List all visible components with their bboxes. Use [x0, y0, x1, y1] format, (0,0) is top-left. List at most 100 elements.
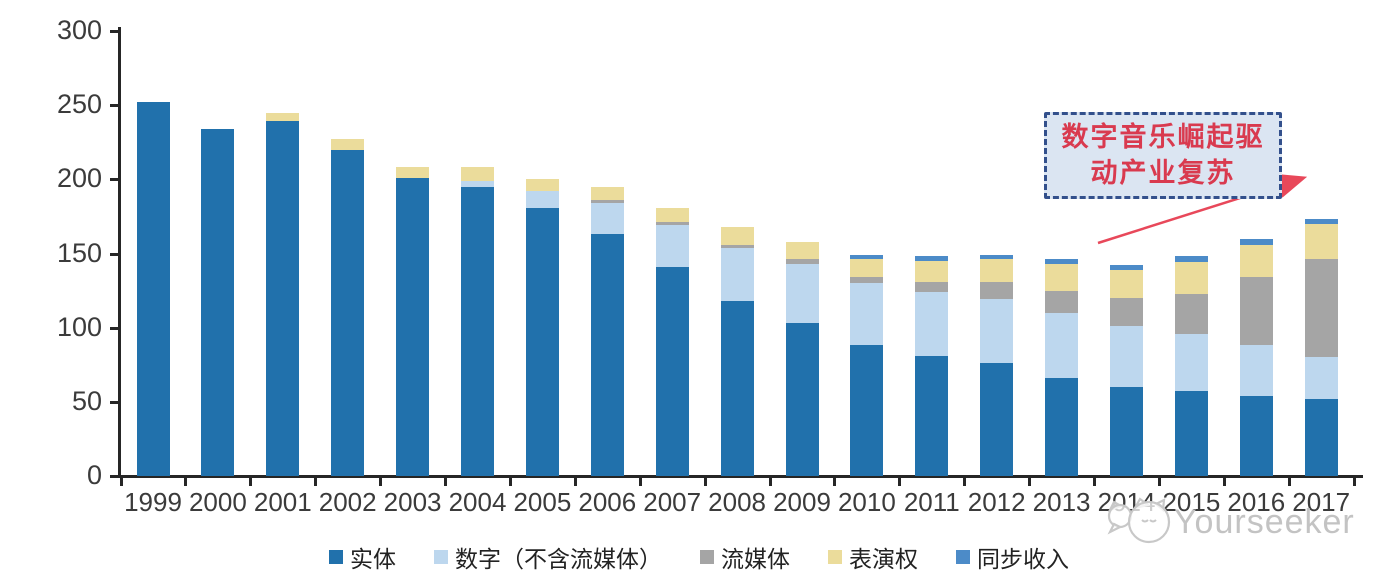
bar-segment-2011: [915, 355, 949, 476]
bar-segment-2016: [1239, 395, 1273, 476]
bar-segment-2017: [1304, 223, 1338, 260]
bar-segment-2013: [1045, 290, 1079, 313]
bar-segment-2016: [1239, 238, 1273, 245]
x-tick: [1093, 478, 1097, 486]
legend-swatch-icon: [956, 550, 970, 564]
bar-segment-2015: [1174, 262, 1208, 294]
bar-segment-2017: [1304, 357, 1338, 399]
bar-segment-2010: [850, 277, 884, 284]
x-tick-label: 2003: [383, 487, 442, 517]
y-tick: [110, 475, 119, 478]
watermark: Yourseeker: [1104, 496, 1355, 548]
bar-segment-2011: [915, 292, 949, 356]
x-tick-label: 2009: [773, 487, 831, 517]
x-tick: [703, 478, 707, 486]
legend-item: 实体: [329, 540, 396, 574]
x-tick-label: 2004: [448, 487, 507, 517]
x-tick: [1157, 478, 1161, 486]
bar-segment-2009: [785, 259, 819, 264]
bar-segment-2016: [1239, 244, 1273, 278]
bar-segment-2014: [1110, 265, 1143, 270]
x-tick: [1287, 478, 1291, 486]
y-tick: [110, 400, 119, 404]
bar-segment-2005: [525, 191, 559, 208]
bar-segment-2008: [720, 244, 754, 248]
y-tick-label: 300: [56, 15, 102, 45]
bar-segment-2015: [1174, 391, 1208, 476]
x-tick-label: 2011: [903, 487, 960, 517]
legend-label: 表演权: [849, 547, 918, 573]
bar-segment-2013: [1045, 378, 1079, 476]
y-axis-line: [118, 27, 121, 478]
bar-segment-2001: [266, 121, 300, 476]
bar-segment-2006: [590, 200, 624, 204]
x-tick-label: 2012: [967, 487, 1026, 517]
legend-label: 流媒体: [721, 547, 790, 573]
x-tick: [444, 478, 448, 486]
bar-segment-2007: [655, 266, 689, 476]
bar-segment-2005: [525, 207, 559, 476]
annotation-line-1: 数字音乐崛起驱: [1061, 122, 1265, 154]
bar-segment-2009: [785, 323, 819, 476]
bar-segment-2006: [590, 234, 624, 476]
chart-legend: 实体 数字（不含流媒体） 流媒体 表演权 同步收入: [0, 540, 1398, 574]
bar-segment-2013: [1045, 259, 1079, 264]
bar-segment-2002: [331, 139, 365, 150]
x-tick: [638, 478, 642, 486]
x-tick-label: 2001: [253, 487, 312, 517]
bar-segment-2017: [1304, 398, 1338, 476]
y-tick-label: 0: [86, 460, 102, 490]
bar-segment-2010: [850, 259, 884, 278]
y-tick: [110, 104, 119, 108]
y-tick-label: 150: [56, 237, 102, 268]
x-tick-label: 2013: [1032, 487, 1091, 517]
y-tick: [110, 30, 119, 33]
x-tick: [1222, 478, 1226, 486]
y-tick-label: 100: [56, 311, 102, 342]
watermark-text: Yourseeker: [1174, 502, 1355, 541]
legend-item: 数字（不含流媒体）: [434, 540, 662, 574]
legend-item: 流媒体: [700, 540, 790, 574]
x-tick-label: 2007: [643, 487, 702, 517]
x-tick: [573, 478, 577, 486]
bar-segment-2007: [655, 225, 689, 267]
legend-swatch-icon: [828, 550, 842, 564]
x-tick: [833, 478, 837, 486]
x-tick-label: 2000: [188, 487, 247, 517]
bar-segment-2014: [1110, 298, 1143, 327]
bar-segment-2011: [915, 260, 949, 282]
legend-swatch-icon: [434, 550, 448, 564]
x-tick-label: 2006: [578, 487, 637, 517]
bar-segment-2009: [785, 263, 819, 324]
bar-segment-2015: [1174, 293, 1208, 334]
bar-segment-2004: [461, 167, 494, 181]
legend-swatch-icon: [700, 550, 714, 564]
bar-segment-2008: [720, 300, 754, 476]
cat-logo-icon: [1107, 497, 1171, 544]
legend-item: 同步收入: [956, 540, 1069, 574]
x-tick-label: 1999: [124, 487, 182, 517]
x-tick: [963, 478, 967, 486]
bar-segment-2012: [980, 299, 1014, 364]
y-tick-label: 50: [71, 385, 102, 416]
bar-segment-2008: [720, 226, 754, 245]
bar-segment-2007: [655, 207, 689, 223]
legend-swatch-icon: [329, 550, 343, 564]
bar-segment-2004: [461, 186, 494, 476]
bar-segment-2015: [1174, 333, 1208, 392]
x-tick: [184, 478, 188, 486]
x-tick: [768, 478, 772, 486]
x-tick-label: 2017: [1292, 487, 1351, 517]
x-tick-label: 2008: [708, 487, 767, 517]
y-tick: [110, 326, 119, 330]
x-tick: [249, 478, 253, 486]
bar-segment-2010: [850, 283, 884, 346]
bar-segment-2015: [1174, 256, 1208, 263]
x-tick: [1352, 478, 1356, 486]
annotation-callout: 数字音乐崛起驱 动产业复苏: [1044, 112, 1282, 199]
bar-segment-2012: [980, 363, 1014, 476]
bar-segment-2010: [850, 345, 884, 476]
x-tick: [379, 478, 383, 486]
x-tick-label: 2016: [1227, 487, 1286, 517]
x-tick: [898, 478, 902, 486]
